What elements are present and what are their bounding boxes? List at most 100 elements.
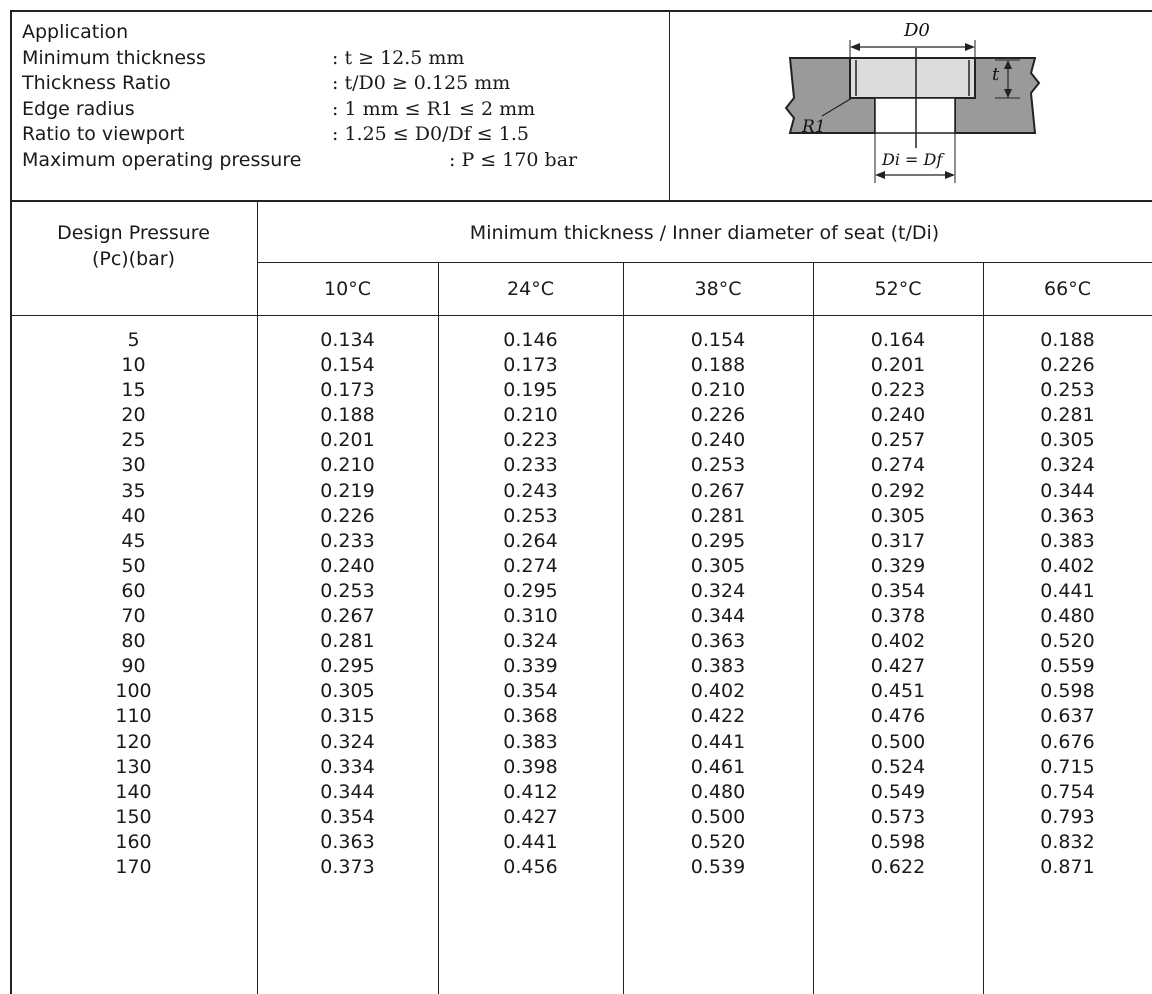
table-row: 80 0.281 0.324 0.363 0.402 0.520 — [0, 629, 1152, 654]
ratio-cell: 0.383 — [623, 654, 813, 679]
ratio-cell: 0.219 — [257, 479, 438, 504]
spec-value: : P ≤ 170 bar — [449, 148, 577, 174]
ratio-cell: 0.317 — [813, 529, 983, 554]
ratio-cell: 0.373 — [257, 855, 438, 880]
pressure-cell: 15 — [10, 378, 257, 403]
table-row: 35 0.219 0.243 0.267 0.292 0.344 — [0, 479, 1152, 504]
table-row: 50 0.240 0.274 0.305 0.329 0.402 — [0, 554, 1152, 579]
ratio-cell: 0.441 — [623, 730, 813, 755]
ratio-cell: 0.441 — [438, 830, 623, 855]
spec-value: : 1.25 ≤ D0/Df ≤ 1.5 — [332, 122, 529, 148]
ratio-cell: 0.305 — [257, 679, 438, 704]
temperature-header: 24°C — [438, 278, 623, 300]
pressure-cell: 35 — [10, 479, 257, 504]
ratio-cell: 0.354 — [438, 679, 623, 704]
ratio-cell: 0.201 — [813, 353, 983, 378]
ratio-cell: 0.223 — [813, 378, 983, 403]
ratio-cell: 0.354 — [257, 805, 438, 830]
pressure-cell: 130 — [10, 755, 257, 780]
pressure-cell: 30 — [10, 453, 257, 478]
ratio-cell: 0.201 — [257, 428, 438, 453]
pressure-cell: 70 — [10, 604, 257, 629]
ratio-cell: 0.267 — [257, 604, 438, 629]
ratio-cell: 0.676 — [983, 730, 1152, 755]
pressure-cell: 45 — [10, 529, 257, 554]
spec-label: Edge radius — [22, 98, 135, 120]
spec-value: : t/D0 ≥ 0.125 mm — [332, 71, 510, 97]
ratio-cell: 0.412 — [438, 780, 623, 805]
ratio-cell: 0.559 — [983, 654, 1152, 679]
d0-label: D0 — [903, 20, 930, 41]
temperature-header: 66°C — [983, 278, 1152, 300]
ratio-cell: 0.253 — [257, 579, 438, 604]
pressure-cell: 170 — [10, 855, 257, 880]
section-divider — [10, 200, 1152, 202]
table-row: 5 0.134 0.146 0.154 0.164 0.188 — [0, 328, 1152, 353]
top-border — [10, 10, 1152, 12]
table-row: 10 0.154 0.173 0.188 0.201 0.226 — [0, 353, 1152, 378]
ratio-cell: 0.210 — [623, 378, 813, 403]
ratio-cell: 0.451 — [813, 679, 983, 704]
ratio-cell: 0.233 — [438, 453, 623, 478]
ratio-cell: 0.295 — [623, 529, 813, 554]
table-row: 15 0.173 0.195 0.210 0.223 0.253 — [0, 378, 1152, 403]
spec-label: Ratio to viewport — [22, 123, 185, 145]
pressure-cell: 80 — [10, 629, 257, 654]
ratio-cell: 0.402 — [983, 554, 1152, 579]
ratio-cell: 0.173 — [257, 378, 438, 403]
spec-row: Thickness Ratio : t/D0 ≥ 0.125 mm — [22, 71, 301, 97]
table-row: 45 0.233 0.264 0.295 0.317 0.383 — [0, 529, 1152, 554]
ratio-cell: 0.226 — [623, 403, 813, 428]
ratio-cell: 0.476 — [813, 704, 983, 729]
ratio-cell: 0.210 — [438, 403, 623, 428]
ratio-cell: 0.281 — [983, 403, 1152, 428]
ratio-cell: 0.539 — [623, 855, 813, 880]
thickness-table-body: 5 0.134 0.146 0.154 0.164 0.188 10 0.154 0.173 0.… — [0, 328, 1152, 880]
ratio-cell: 0.188 — [983, 328, 1152, 353]
ratio-cell: 0.598 — [813, 830, 983, 855]
temperature-header: 10°C — [257, 278, 438, 300]
pressure-cell: 110 — [10, 704, 257, 729]
ratio-cell: 0.315 — [257, 704, 438, 729]
spec-row: Ratio to viewport : 1.25 ≤ D0/Df ≤ 1.5 — [22, 122, 301, 148]
pressure-cell: 20 — [10, 403, 257, 428]
ratio-cell: 0.598 — [983, 679, 1152, 704]
ratio-cell: 0.383 — [983, 529, 1152, 554]
header-divider — [669, 10, 670, 201]
spec-label: Thickness Ratio — [22, 72, 171, 94]
ratio-cell: 0.520 — [623, 830, 813, 855]
ratio-cell: 0.274 — [813, 453, 983, 478]
ratio-cell: 0.480 — [623, 780, 813, 805]
table-row: 120 0.324 0.383 0.441 0.500 0.676 — [0, 730, 1152, 755]
ratio-cell: 0.253 — [983, 378, 1152, 403]
application-heading: Application — [22, 20, 301, 46]
table-row: 30 0.210 0.233 0.253 0.274 0.324 — [0, 453, 1152, 478]
ratio-cell: 0.188 — [257, 403, 438, 428]
spec-value: : 1 mm ≤ R1 ≤ 2 mm — [332, 97, 535, 123]
spec-row: Maximum operating pressure : P ≤ 170 bar — [22, 148, 301, 174]
pressure-cell: 60 — [10, 579, 257, 604]
pressure-cell: 40 — [10, 504, 257, 529]
ratio-cell: 0.461 — [623, 755, 813, 780]
pressure-cell: 160 — [10, 830, 257, 855]
ratio-cell: 0.310 — [438, 604, 623, 629]
table-row: 20 0.188 0.210 0.226 0.240 0.281 — [0, 403, 1152, 428]
ratio-cell: 0.154 — [257, 353, 438, 378]
ratio-cell: 0.339 — [438, 654, 623, 679]
pressure-cell: 150 — [10, 805, 257, 830]
ratio-cell: 0.324 — [438, 629, 623, 654]
ratio-cell: 0.226 — [983, 353, 1152, 378]
table-row: 70 0.267 0.310 0.344 0.378 0.480 — [0, 604, 1152, 629]
ratio-cell: 0.363 — [983, 504, 1152, 529]
ratio-cell: 0.240 — [623, 428, 813, 453]
viewport-seat-diagram: D0 t R1 Di = Df — [780, 38, 1050, 188]
ratio-cell: 0.281 — [257, 629, 438, 654]
table-row: 40 0.226 0.253 0.281 0.305 0.363 — [0, 504, 1152, 529]
table-row: 60 0.253 0.295 0.324 0.354 0.441 — [0, 579, 1152, 604]
ratio-cell: 0.363 — [623, 629, 813, 654]
ratio-cell: 0.253 — [623, 453, 813, 478]
ratio-cell: 0.253 — [438, 504, 623, 529]
ratio-cell: 0.305 — [813, 504, 983, 529]
ratio-cell: 0.368 — [438, 704, 623, 729]
